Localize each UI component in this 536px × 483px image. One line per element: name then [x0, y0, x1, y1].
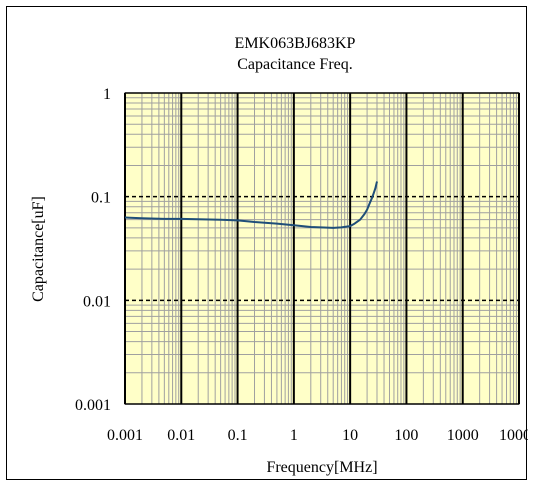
x-tick-label: 0.1	[228, 427, 248, 444]
y-axis-label: Capacitance[uF]	[30, 196, 47, 302]
y-tick-labels: 1 0.1 0.01 0.001	[75, 86, 111, 414]
series-line-0	[124, 181, 378, 229]
x-tick-label: 0.001	[107, 427, 143, 444]
x-axis-label: Frequency[MHz]	[266, 459, 377, 476]
x-tick-label: 1000	[447, 427, 479, 444]
x-tick-label: 10	[342, 427, 358, 444]
chart-svg: EMK063BJ683KP Capacitance Freq. 0.001 0.0…	[30, 35, 528, 476]
x-tick-label: 10000	[499, 427, 528, 444]
y-tick-label: 0.01	[83, 293, 111, 310]
minor-grid	[125, 93, 519, 404]
x-tick-label: 0.01	[167, 427, 195, 444]
chart-frame: EMK063BJ683KP Capacitance Freq. 0.001 0.0…	[6, 6, 528, 480]
chart-subtitle: Capacitance Freq.	[237, 56, 353, 73]
x-tick-labels: 0.001 0.01 0.1 1 10 100 1000 10000	[107, 427, 528, 444]
x-tick-label: 100	[394, 427, 418, 444]
y-tick-label: 0.001	[75, 397, 111, 414]
y-tick-label: 0.1	[91, 190, 111, 207]
chart-title: EMK063BJ683KP	[235, 35, 356, 52]
plot-area	[124, 92, 520, 405]
y-tick-label: 1	[103, 86, 111, 103]
series-layer	[124, 181, 378, 229]
major-grid	[124, 92, 520, 405]
x-tick-label: 1	[290, 427, 298, 444]
